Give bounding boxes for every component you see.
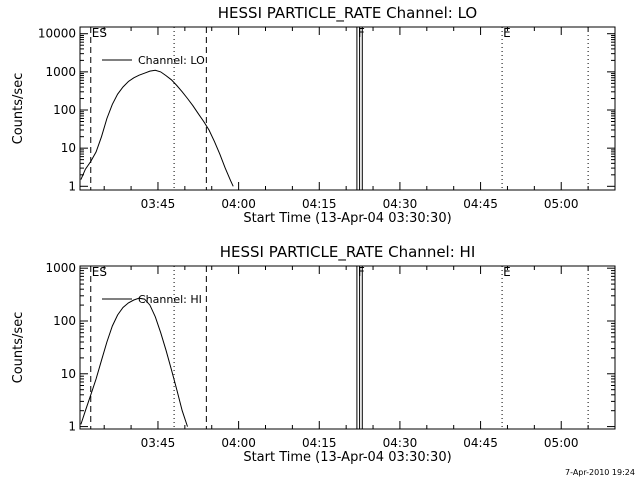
plot-frame [79,26,616,191]
panel-channel-lo: HESSI PARTICLE_RATE Channel: LO 03:45 04:0… [11,4,616,226]
x-tick-label: 04:45 [463,197,498,211]
series-line [80,69,234,187]
x-axis-label: Start Time (13-Apr-04 03:30:30) [243,211,451,226]
y-tick-label: 100 [53,103,76,117]
x-tick-label: 04:45 [463,436,498,450]
time-marker-label: ES [92,265,107,279]
x-tick-label: 04:30 [383,436,418,450]
y-tick-label: 1 [68,179,76,193]
y-tick-label: 100 [53,314,76,328]
chart-title: HESSI PARTICLE_RATE Channel: LO [218,4,477,23]
x-tick-label: 05:00 [544,436,579,450]
y-tick-label: 10 [61,141,76,155]
time-marker-label: F [358,26,365,40]
date-stamp: 7-Apr-2010 19:24 [565,468,635,477]
x-tick-label: 04:00 [221,197,256,211]
y-tick-label: 1000 [45,65,76,79]
x-tick-label: 04:30 [383,197,418,211]
time-marker-label: ES [92,26,107,40]
y-axis-label: Counts/sec [11,73,26,145]
legend-label: Channel: LO [138,54,205,67]
legend-label: Channel: HI [138,293,202,306]
chart-title: HESSI PARTICLE_RATE Channel: HI [220,243,476,262]
time-marker-label: E [503,265,511,279]
x-tick-label: 04:15 [302,436,337,450]
y-tick-label: 10 [61,367,76,381]
x-tick-label: 03:45 [141,436,176,450]
x-tick-label: 04:00 [221,436,256,450]
time-marker-label: E [503,26,511,40]
x-tick-label: 03:45 [141,197,176,211]
y-tick-label: 1 [68,420,76,434]
y-tick-label: 1000 [45,261,76,275]
panel-channel-hi: HESSI PARTICLE_RATE Channel: HI 03:45 04:0… [11,243,616,465]
x-axis-label: Start Time (13-Apr-04 03:30:30) [243,450,451,465]
x-tick-label: 05:00 [544,197,579,211]
x-tick-label: 04:15 [302,197,337,211]
y-tick-label: 10000 [38,27,76,41]
series-line [80,297,188,427]
plot-frame [79,265,616,430]
time-marker-label: F [358,265,365,279]
y-axis-label: Counts/sec [11,312,26,384]
